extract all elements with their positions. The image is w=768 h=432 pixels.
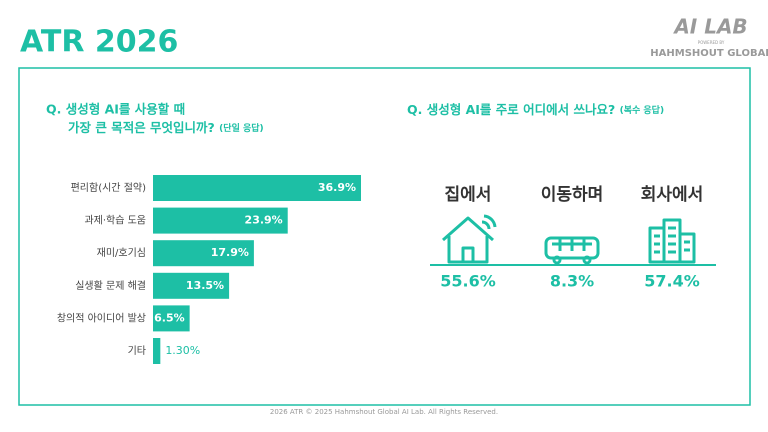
bar (153, 175, 361, 201)
category-label: 창의적 아이디어 발상 (57, 312, 146, 324)
category-label: 편리함(시간 절약) (71, 181, 146, 194)
chart-note: (단일 응답) (219, 122, 263, 134)
places-note: (복수 응답) (620, 104, 664, 116)
logo: AI LAB (672, 15, 747, 39)
place-label: 집에서 (445, 185, 492, 205)
bar (153, 338, 161, 364)
value-label: 23.9% (245, 214, 283, 227)
value-label: 6.5% (154, 311, 185, 324)
bus-icon (544, 236, 600, 265)
footer: 2026 ATR © 2025 Hahmshout Global AI Lab.… (270, 408, 498, 416)
category-label: 재미/호기심 (97, 247, 146, 259)
bar (153, 272, 230, 299)
chart-title: Q. 생성형 AI를 사용할 때 (46, 102, 185, 117)
place-value: 57.4% (644, 272, 700, 291)
category-label: 실생활 문제 해결 (75, 279, 146, 292)
logo-company: HAHMSHOUT GLOBAL (650, 48, 768, 59)
places-title-text: Q. 생성형 AI를 주로 어디에서 쓰나요? (407, 102, 615, 117)
value-label: 1.30% (165, 344, 200, 357)
bar (153, 207, 288, 234)
place-value: 8.3% (550, 272, 594, 291)
place-value: 55.6% (440, 272, 496, 291)
bar (153, 305, 190, 332)
bar (153, 240, 254, 267)
value-label: 13.5% (186, 279, 224, 292)
category-label: 기타 (128, 345, 146, 357)
chart-title-line: 가장 큰 목적은 무엇입니까? (68, 120, 215, 135)
value-label: 36.9% (318, 181, 356, 194)
chart-title: 가장 큰 목적은 무엇입니까? (단일 응답) (68, 120, 264, 135)
place-label: 회사에서 (641, 185, 704, 205)
place-label: 이동하며 (541, 185, 604, 205)
value-label: 17.9% (211, 246, 249, 259)
house-icon (442, 214, 497, 264)
title: ATR 2026 (20, 25, 178, 60)
building-icon (648, 218, 696, 264)
logo-sub: POWERED BY (698, 40, 725, 45)
frame (18, 67, 751, 406)
category-label: 과제·학습 도움 (84, 215, 146, 227)
places-title: Q. 생성형 AI를 주로 어디에서 쓰나요? (복수 응답) (407, 102, 664, 117)
